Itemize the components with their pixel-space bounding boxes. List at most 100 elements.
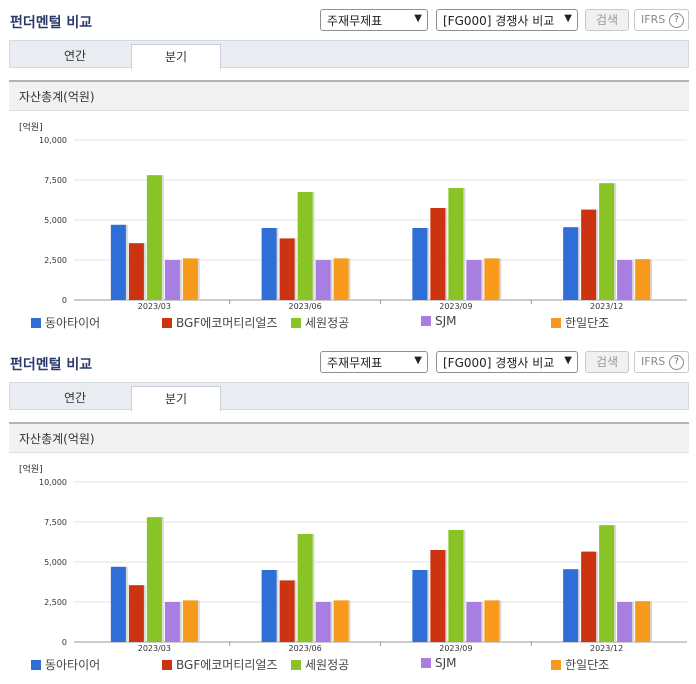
x-tick-label: 2023/03 — [138, 644, 171, 652]
chevron-down-icon: ▼ — [414, 355, 422, 366]
bar — [279, 580, 295, 642]
legend-label: SJM — [435, 656, 457, 670]
bar — [279, 238, 295, 300]
ifrs-label: IFRS — [641, 355, 666, 368]
peer-select[interactable]: [FG000] 경쟁사 비교 ▼ — [436, 9, 578, 31]
bar — [333, 600, 349, 642]
chart-container: 자산총계(억원) [억원] 0 2,500 5,000 7,500 10,000 2023… — [9, 80, 689, 338]
chart-title: 자산총계(억원) — [19, 90, 95, 104]
bar — [581, 551, 597, 642]
search-button[interactable]: 검색 — [585, 351, 629, 373]
legend-item[interactable]: SJM — [421, 656, 457, 670]
y-tick-label: 10,000 — [39, 136, 67, 145]
x-tick-label: 2023/09 — [439, 644, 472, 652]
bar — [110, 224, 126, 300]
bar — [182, 600, 198, 642]
x-tick-label: 2023/12 — [590, 302, 623, 310]
bar — [563, 227, 579, 300]
legend-label: 세원정공 — [305, 658, 350, 672]
legend-item[interactable]: 동아타이어 — [31, 656, 100, 673]
bar — [128, 585, 144, 642]
legend-item[interactable]: BGF에코머티리얼즈 — [162, 656, 278, 673]
peer-select[interactable]: [FG000] 경쟁사 비교 ▼ — [436, 351, 578, 373]
bar — [412, 228, 428, 300]
legend-swatch — [162, 660, 172, 670]
help-icon[interactable]: ? — [669, 13, 684, 28]
chart-header: 자산총계(억원) — [9, 82, 689, 111]
period-tabs: 연간 분기 — [9, 382, 689, 411]
bar — [315, 260, 331, 300]
legend-swatch — [421, 316, 431, 326]
chevron-down-icon: ▼ — [564, 355, 572, 366]
unit-label: [억원] — [19, 465, 43, 475]
chevron-down-icon: ▼ — [414, 13, 422, 24]
tab-quarterly[interactable]: 분기 — [131, 386, 221, 411]
chart-header: 자산총계(억원) — [9, 424, 689, 453]
legend-item[interactable]: SJM — [421, 314, 457, 328]
bar — [617, 602, 633, 642]
chevron-down-icon: ▼ — [564, 13, 572, 24]
legend-item[interactable]: 한일단조 — [551, 314, 609, 331]
legend-label: 동아타이어 — [45, 316, 101, 330]
bar — [430, 550, 446, 642]
statement-select[interactable]: 주재무제표 ▼ — [320, 9, 428, 31]
tab-annual[interactable]: 연간 — [63, 49, 87, 63]
legend-swatch — [291, 660, 301, 670]
bar — [635, 601, 651, 642]
bar — [484, 258, 500, 300]
bar — [448, 530, 464, 642]
tab-quarterly[interactable]: 분기 — [131, 44, 221, 69]
legend-swatch — [421, 658, 431, 668]
legend-swatch — [31, 318, 41, 328]
y-tick-label: 10,000 — [39, 478, 67, 487]
help-icon[interactable]: ? — [669, 355, 684, 370]
bar — [581, 209, 597, 300]
y-tick-label: 2,500 — [44, 598, 67, 607]
section-title: 펀더멘털 비교 — [10, 357, 93, 373]
bar — [164, 260, 180, 300]
peer-select-value: [FG000] 경쟁사 비교 — [443, 14, 555, 28]
bar — [466, 602, 482, 642]
y-tick-label: 7,500 — [44, 176, 67, 185]
fundamental-panel-2: 펀더멘털 비교 주재무제표 ▼ [FG000] 경쟁사 비교 ▼ 검색 IFRS… — [0, 342, 696, 684]
chart-title: 자산총계(억원) — [19, 432, 95, 446]
tab-annual[interactable]: 연간 — [63, 391, 87, 405]
bar-chart: 0 2,500 5,000 7,500 10,000 2023/03 2023/06 2023… — [39, 136, 687, 310]
x-tick-label: 2023/06 — [289, 302, 322, 310]
bar — [430, 208, 446, 300]
legend-label: 한일단조 — [565, 316, 610, 330]
bar — [563, 569, 579, 642]
ifrs-label: IFRS — [641, 13, 666, 26]
legend-label: BGF에코머티리얼즈 — [176, 316, 278, 330]
x-tick-label: 2023/03 — [138, 302, 171, 310]
ifrs-button[interactable]: IFRS ? — [634, 9, 689, 31]
x-tick-label: 2023/09 — [439, 302, 472, 310]
section-title: 펀더멘털 비교 — [10, 15, 93, 31]
y-tick-label: 5,000 — [44, 216, 67, 225]
legend-item[interactable]: 세원정공 — [291, 314, 349, 331]
legend-item[interactable]: 동아타이어 — [31, 314, 100, 331]
legend-label: BGF에코머티리얼즈 — [176, 658, 278, 672]
statement-select[interactable]: 주재무제표 ▼ — [320, 351, 428, 373]
legend-label: 세원정공 — [305, 316, 350, 330]
bar — [315, 602, 331, 642]
bar — [297, 534, 313, 642]
y-tick-label: 2,500 — [44, 256, 67, 265]
y-tick-label: 0 — [62, 296, 67, 305]
bar — [146, 517, 162, 642]
bar — [261, 570, 277, 642]
legend-swatch — [31, 660, 41, 670]
legend-item[interactable]: 세원정공 — [291, 656, 349, 673]
search-button[interactable]: 검색 — [585, 9, 629, 31]
legend-item[interactable]: BGF에코머티리얼즈 — [162, 314, 278, 331]
unit-label: [억원] — [19, 123, 43, 133]
fundamental-panel-1: 펀더멘털 비교 주재무제표 ▼ [FG000] 경쟁사 비교 ▼ 검색 IFRS… — [9, 9, 689, 338]
period-tabs: 연간 분기 — [9, 40, 689, 69]
legend-swatch — [551, 660, 561, 670]
bar — [333, 258, 349, 300]
ifrs-button[interactable]: IFRS ? — [634, 351, 689, 373]
bar — [110, 566, 126, 642]
legend-item[interactable]: 한일단조 — [551, 656, 609, 673]
bar — [448, 188, 464, 300]
bar — [261, 228, 277, 300]
